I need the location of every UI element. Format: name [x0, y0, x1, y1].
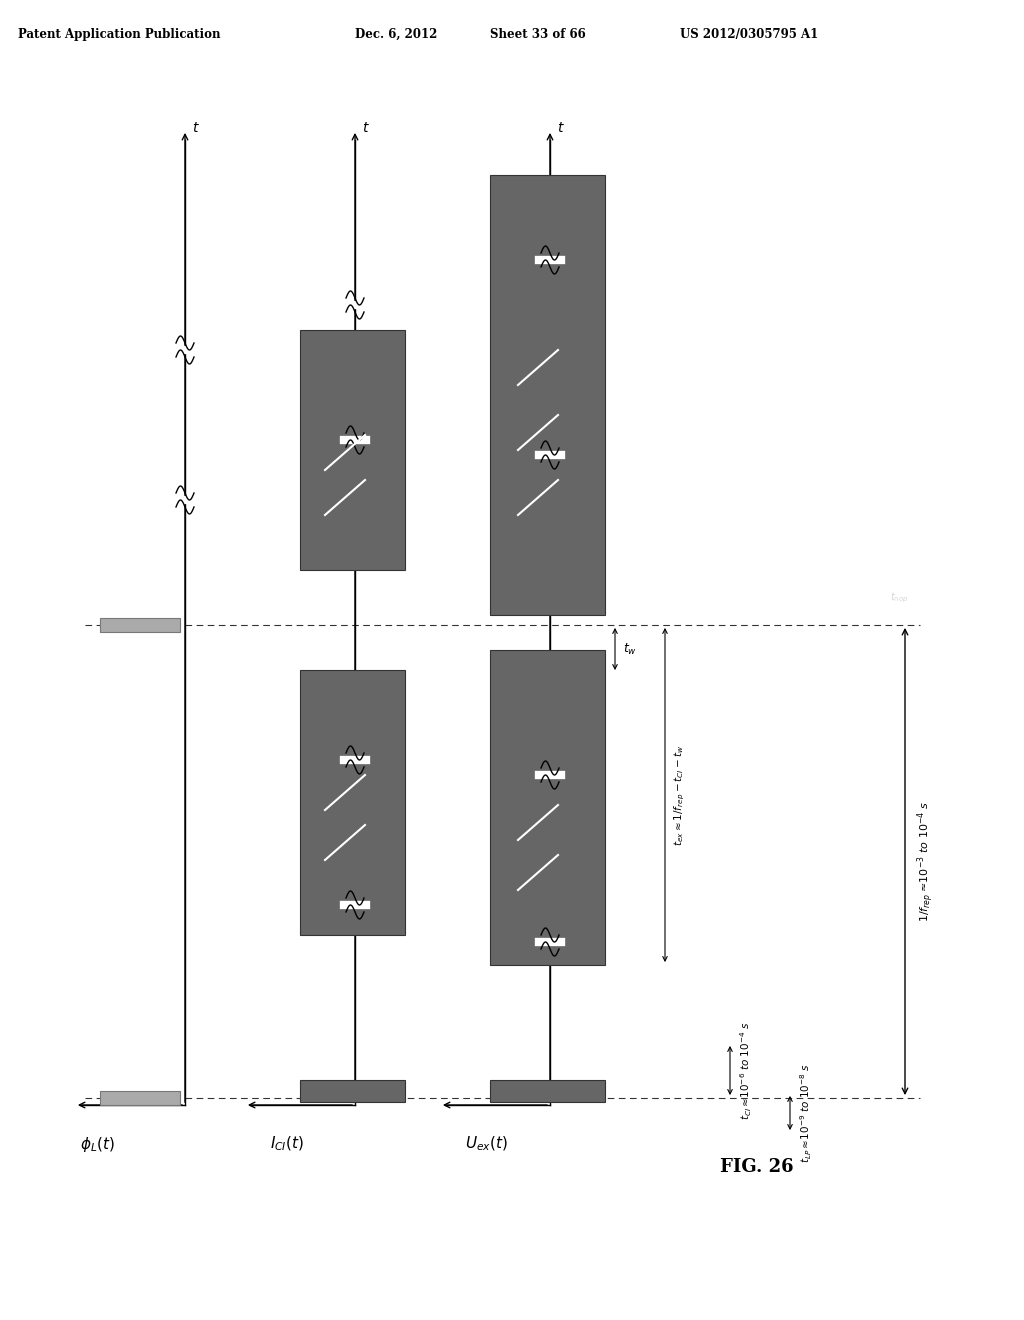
Bar — [490, 649, 605, 965]
Text: $t_{CI}\approx\!10^{-6}$ to $10^{-4}$ s: $t_{CI}\approx\!10^{-6}$ to $10^{-4}$ s — [738, 1022, 754, 1119]
Text: $U_{ex}(t)$: $U_{ex}(t)$ — [465, 1135, 508, 1154]
Bar — [300, 671, 406, 935]
Text: $t_{ex}\approx 1/f_{rep}-t_{CI}-t_w$: $t_{ex}\approx 1/f_{rep}-t_{CI}-t_w$ — [673, 744, 687, 846]
Text: FIG. 26: FIG. 26 — [720, 1158, 794, 1176]
Text: Patent Application Publication: Patent Application Publication — [18, 28, 220, 41]
Text: Dec. 6, 2012: Dec. 6, 2012 — [355, 28, 437, 41]
Text: $I_{CI}(t)$: $I_{CI}(t)$ — [270, 1135, 304, 1154]
Text: $1/f_{rep}\approx\!10^{-3}$ to $10^{-4}$ s: $1/f_{rep}\approx\!10^{-3}$ to $10^{-4}$… — [915, 801, 936, 923]
Bar — [100, 618, 180, 632]
Text: $\phi_L(t)$: $\phi_L(t)$ — [80, 1135, 115, 1154]
Bar — [100, 1092, 180, 1105]
Bar — [300, 1080, 406, 1102]
Text: $t$: $t$ — [557, 121, 565, 135]
Text: $t_{nop}$: $t_{nop}$ — [890, 590, 908, 605]
Text: $t_{LP}\approx\!10^{-9}$ to $10^{-8}$ s: $t_{LP}\approx\!10^{-9}$ to $10^{-8}$ s — [798, 1063, 814, 1163]
Text: Sheet 33 of 66: Sheet 33 of 66 — [490, 28, 586, 41]
Bar — [300, 330, 406, 570]
Text: $t$: $t$ — [362, 121, 370, 135]
Text: $t_w$: $t_w$ — [623, 642, 637, 656]
Text: $t$: $t$ — [193, 121, 200, 135]
Text: US 2012/0305795 A1: US 2012/0305795 A1 — [680, 28, 818, 41]
Bar — [490, 176, 605, 615]
Bar — [490, 1080, 605, 1102]
